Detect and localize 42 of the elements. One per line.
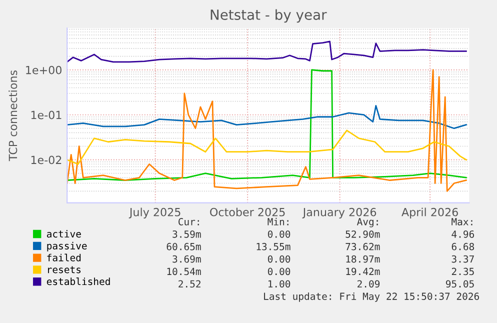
text: 19.42m xyxy=(346,268,380,276)
line-series xyxy=(67,130,467,165)
text: 3.69m xyxy=(172,255,201,263)
x-tick-label: October 2025 xyxy=(210,208,285,216)
legend-label: active xyxy=(46,230,81,238)
text: 60.65m xyxy=(166,242,201,250)
text: 6.68 xyxy=(452,242,474,250)
text: 2.35 xyxy=(452,268,474,276)
text: 1.00 xyxy=(268,280,290,288)
text: 3.37 xyxy=(452,255,474,263)
text: 95.05 xyxy=(446,280,474,288)
legend-label: resets xyxy=(48,266,81,274)
legend-label: passive xyxy=(47,242,87,252)
text: Max: xyxy=(452,218,472,226)
y-tick-label: 1e-01 xyxy=(31,110,62,120)
text: 0.00 xyxy=(268,255,290,263)
y-axis-title: TCP connections xyxy=(8,70,18,162)
text: Cur: xyxy=(178,218,199,226)
text: 0.00 xyxy=(268,230,290,238)
text: 0.00 xyxy=(268,268,290,276)
legend-label: established xyxy=(46,278,110,286)
text: 52.90m xyxy=(346,230,380,238)
line-series xyxy=(67,40,467,63)
text: 2.09 xyxy=(358,280,380,288)
text: 13.55m xyxy=(256,242,290,250)
x-tick-label: January 2026 xyxy=(302,208,376,218)
text: 2.52 xyxy=(178,280,200,288)
x-tick-label: July 2025 xyxy=(128,208,180,218)
text: Last update: Fri May 22 15:50:37 2026 xyxy=(264,292,479,302)
text: 3.59m xyxy=(172,230,201,238)
text: Avg: xyxy=(356,218,378,228)
text: 10.54m xyxy=(167,268,201,276)
y-tick-label: 1e+00 xyxy=(26,66,62,74)
chart-title: Netstat - by year xyxy=(210,9,327,23)
text: Min: xyxy=(268,218,288,226)
text: 73.62m xyxy=(346,242,380,250)
text: 18.97m xyxy=(346,255,380,263)
text: 4.96 xyxy=(452,230,474,238)
line-series xyxy=(67,104,467,130)
legend-label: failed xyxy=(47,254,81,262)
y-tick-label: 1e-02 xyxy=(31,156,62,164)
x-tick-label: April 2026 xyxy=(402,208,458,218)
